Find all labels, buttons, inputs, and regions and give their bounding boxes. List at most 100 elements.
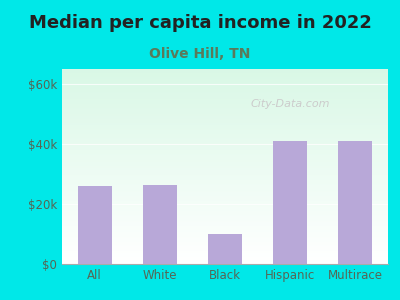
Bar [62,187,388,188]
Bar [62,76,388,77]
Bar [62,232,388,233]
Bar [62,101,388,102]
Bar [62,127,388,128]
Bar [62,84,388,85]
Bar [62,192,388,193]
Bar [62,182,388,183]
Bar [62,205,388,206]
Bar [62,228,388,229]
Bar [62,178,388,179]
Bar [62,194,388,195]
Bar [62,102,388,103]
Bar [62,212,388,213]
Bar [62,89,388,91]
Bar [62,144,388,145]
Bar [62,198,388,199]
Bar [62,177,388,178]
Bar [62,79,388,80]
Bar [62,105,388,106]
Bar [62,193,388,194]
Bar [62,120,388,121]
Bar [62,124,388,125]
Bar [62,222,388,223]
Bar [62,100,388,101]
Bar [62,157,388,158]
Text: Median per capita income in 2022: Median per capita income in 2022 [28,14,372,32]
Bar [62,200,388,201]
Bar [62,221,388,222]
Bar [62,213,388,214]
Bar [62,169,388,170]
Bar [62,85,388,86]
Bar [62,214,388,215]
Bar [62,235,388,236]
Bar [62,242,388,244]
Bar [62,190,388,191]
Bar [62,234,388,235]
Bar [62,140,388,141]
Bar [62,241,388,242]
Bar [62,262,388,263]
Bar [62,136,388,137]
Bar [62,143,388,144]
Bar [62,119,388,120]
Bar [62,95,388,96]
Bar [62,121,388,122]
Bar [62,88,388,89]
Bar [208,234,242,264]
Bar [62,209,388,210]
Bar [62,176,388,177]
Bar [62,154,388,155]
Bar [62,238,388,239]
Bar [62,196,388,197]
Bar [62,117,388,118]
Bar [62,233,388,234]
Bar [62,148,388,149]
Bar [62,175,388,176]
Bar [62,149,388,150]
Bar [62,166,388,167]
Bar [62,202,388,203]
Bar [62,179,388,180]
Bar [62,82,388,83]
Bar [62,227,388,228]
Bar [62,93,388,94]
Bar [62,71,388,72]
Bar [62,159,388,160]
Bar [62,197,388,198]
Bar [62,83,388,84]
Bar [62,258,388,259]
Bar [62,252,388,253]
Bar [62,169,388,170]
Bar [62,259,388,260]
Bar [62,217,388,218]
Bar [62,111,388,112]
Bar [62,152,388,153]
Bar [62,174,388,175]
Bar [62,156,388,157]
Bar [62,202,388,203]
Bar [62,109,388,110]
Bar [62,210,388,211]
Bar [62,122,388,123]
Bar [62,191,388,192]
Bar [62,115,388,116]
Bar [62,146,388,147]
Bar [62,106,388,107]
Bar [62,201,388,202]
Bar [62,171,388,172]
Bar [62,251,388,252]
Bar [62,99,388,100]
Bar [62,257,388,258]
Bar [62,116,388,117]
Bar [62,173,388,174]
Bar [62,206,388,208]
Text: City-Data.com: City-Data.com [250,99,330,109]
Bar [62,72,388,73]
Bar [62,189,388,190]
Bar [62,163,388,164]
Bar [62,260,388,261]
Bar [62,245,388,247]
Bar [62,113,388,114]
Bar [62,151,388,152]
